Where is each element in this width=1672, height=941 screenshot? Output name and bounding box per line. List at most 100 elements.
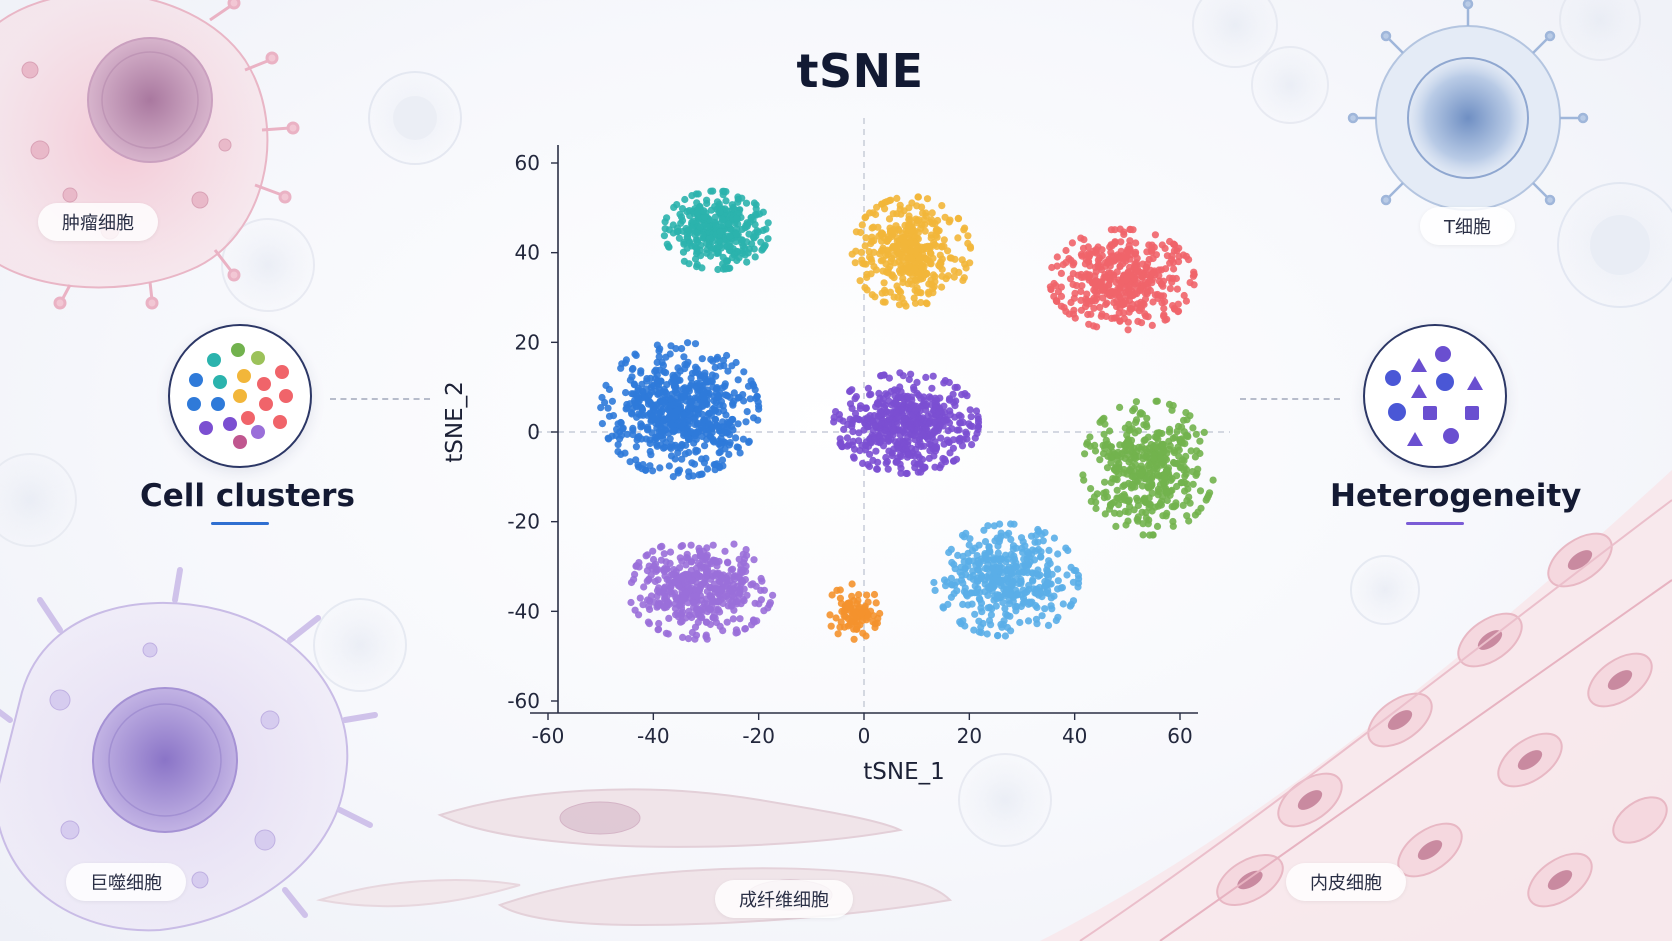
data-point	[985, 585, 994, 593]
data-point	[984, 561, 992, 569]
data-point	[995, 556, 1003, 564]
data-point	[598, 420, 607, 428]
data-point	[665, 407, 674, 415]
data-point	[699, 606, 707, 614]
data-point	[863, 591, 871, 599]
data-point	[885, 215, 894, 223]
data-point	[703, 553, 711, 561]
data-point	[866, 391, 874, 399]
data-point	[846, 387, 854, 395]
data-point	[696, 246, 704, 254]
data-point	[658, 407, 666, 415]
data-point	[664, 414, 672, 422]
data-point	[732, 230, 740, 238]
data-point	[753, 392, 761, 400]
data-point	[911, 464, 919, 472]
data-point	[1113, 456, 1121, 464]
data-point	[740, 368, 748, 376]
data-point	[1143, 288, 1151, 296]
cluster-5	[830, 369, 983, 478]
data-point	[721, 382, 729, 390]
data-point	[1145, 444, 1153, 452]
data-point	[900, 207, 908, 215]
data-point	[1126, 263, 1134, 271]
cell-clusters-panel: Cell clusters	[140, 324, 355, 525]
data-point	[1099, 294, 1107, 302]
data-point	[1200, 428, 1208, 436]
data-point	[897, 394, 906, 402]
data-point	[907, 424, 916, 432]
data-point	[1125, 498, 1133, 506]
data-point	[1144, 482, 1152, 490]
data-point	[1117, 238, 1125, 246]
data-point	[828, 591, 836, 599]
data-point	[732, 358, 740, 367]
data-point	[637, 369, 645, 377]
data-point	[1013, 575, 1021, 584]
data-point	[754, 416, 762, 424]
data-point	[1068, 239, 1076, 247]
data-point	[1181, 440, 1189, 448]
data-point	[639, 601, 647, 609]
data-point	[1184, 433, 1192, 441]
data-point	[856, 277, 864, 285]
data-point	[708, 377, 716, 385]
data-point	[1044, 562, 1052, 570]
data-point	[1182, 252, 1190, 260]
left-connector-line	[330, 398, 430, 400]
data-point	[716, 448, 724, 456]
data-point	[714, 423, 723, 431]
data-point	[1044, 621, 1053, 630]
data-point	[633, 436, 641, 444]
data-point	[1016, 618, 1024, 627]
data-point	[711, 461, 720, 469]
data-point	[1071, 289, 1079, 297]
data-point	[947, 574, 956, 582]
data-point	[942, 275, 950, 283]
data-point	[684, 599, 692, 607]
chart-title: tSNE	[796, 44, 924, 98]
endothelial-label: 内皮细胞	[1286, 863, 1406, 901]
data-point	[693, 238, 702, 246]
data-point	[675, 466, 684, 474]
data-point	[1103, 464, 1112, 472]
data-point	[929, 372, 937, 380]
data-point	[1129, 473, 1137, 481]
data-point	[975, 541, 983, 549]
data-point	[1163, 496, 1171, 505]
data-point	[1142, 312, 1150, 320]
data-point	[604, 404, 612, 412]
data-point	[894, 445, 902, 453]
data-point	[700, 396, 709, 404]
data-point	[880, 404, 888, 412]
data-point	[722, 197, 730, 205]
data-point	[653, 371, 661, 379]
data-point	[846, 415, 854, 423]
data-point	[901, 415, 909, 423]
data-point	[1174, 258, 1183, 266]
data-point	[1202, 496, 1210, 504]
data-point	[934, 227, 942, 235]
data-point	[897, 469, 905, 477]
data-point	[925, 290, 933, 298]
data-point	[944, 600, 952, 609]
data-point	[1145, 500, 1153, 508]
data-point	[682, 388, 690, 396]
data-point	[653, 416, 661, 424]
data-point	[742, 221, 750, 230]
data-point	[949, 390, 957, 398]
data-point	[708, 425, 716, 433]
data-point	[865, 248, 873, 256]
data-point	[937, 461, 945, 469]
y-tick-label: 60	[515, 151, 540, 175]
data-point	[850, 612, 858, 620]
data-point	[721, 547, 729, 555]
data-point	[1024, 561, 1032, 569]
data-point	[658, 358, 666, 366]
data-point	[902, 444, 910, 452]
data-point	[940, 236, 948, 244]
data-point	[629, 364, 637, 373]
data-point	[759, 245, 767, 253]
data-point	[1126, 225, 1134, 233]
data-point	[1174, 459, 1182, 467]
